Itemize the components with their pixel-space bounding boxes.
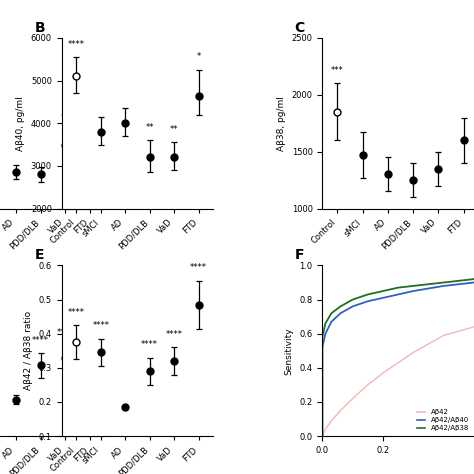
- Y-axis label: Aβ40, pg/ml: Aβ40, pg/ml: [16, 96, 25, 151]
- Y-axis label: Aβ38, pg/ml: Aβ38, pg/ml: [277, 96, 286, 151]
- Text: ****: ****: [190, 263, 207, 272]
- Text: *: *: [197, 53, 201, 61]
- Text: ****: ****: [141, 340, 158, 349]
- Text: C: C: [294, 21, 304, 35]
- Text: ****: ****: [81, 84, 98, 93]
- Text: F: F: [295, 248, 304, 263]
- Text: ****: ****: [32, 336, 49, 345]
- Text: **: **: [61, 113, 69, 122]
- Text: ****: ****: [165, 330, 182, 339]
- Text: ****: ****: [56, 328, 73, 337]
- Text: **: **: [170, 125, 178, 134]
- Text: B: B: [34, 21, 45, 35]
- Text: ****: ****: [81, 272, 98, 281]
- Y-axis label: Aβ42 / Aβ38 ratio: Aβ42 / Aβ38 ratio: [24, 311, 33, 390]
- Y-axis label: Sensitivity: Sensitivity: [285, 327, 294, 374]
- Text: E: E: [34, 248, 44, 263]
- Text: ****: ****: [68, 40, 85, 48]
- Text: ****: ****: [68, 308, 85, 317]
- Text: **: **: [146, 123, 154, 132]
- Text: ****: ****: [92, 321, 109, 330]
- Legend: Aβ42, Aβ42/Aβ40, Aβ42/Aβ38: Aβ42, Aβ42/Aβ40, Aβ42/Aβ38: [416, 408, 471, 433]
- Text: ***: ***: [331, 66, 344, 75]
